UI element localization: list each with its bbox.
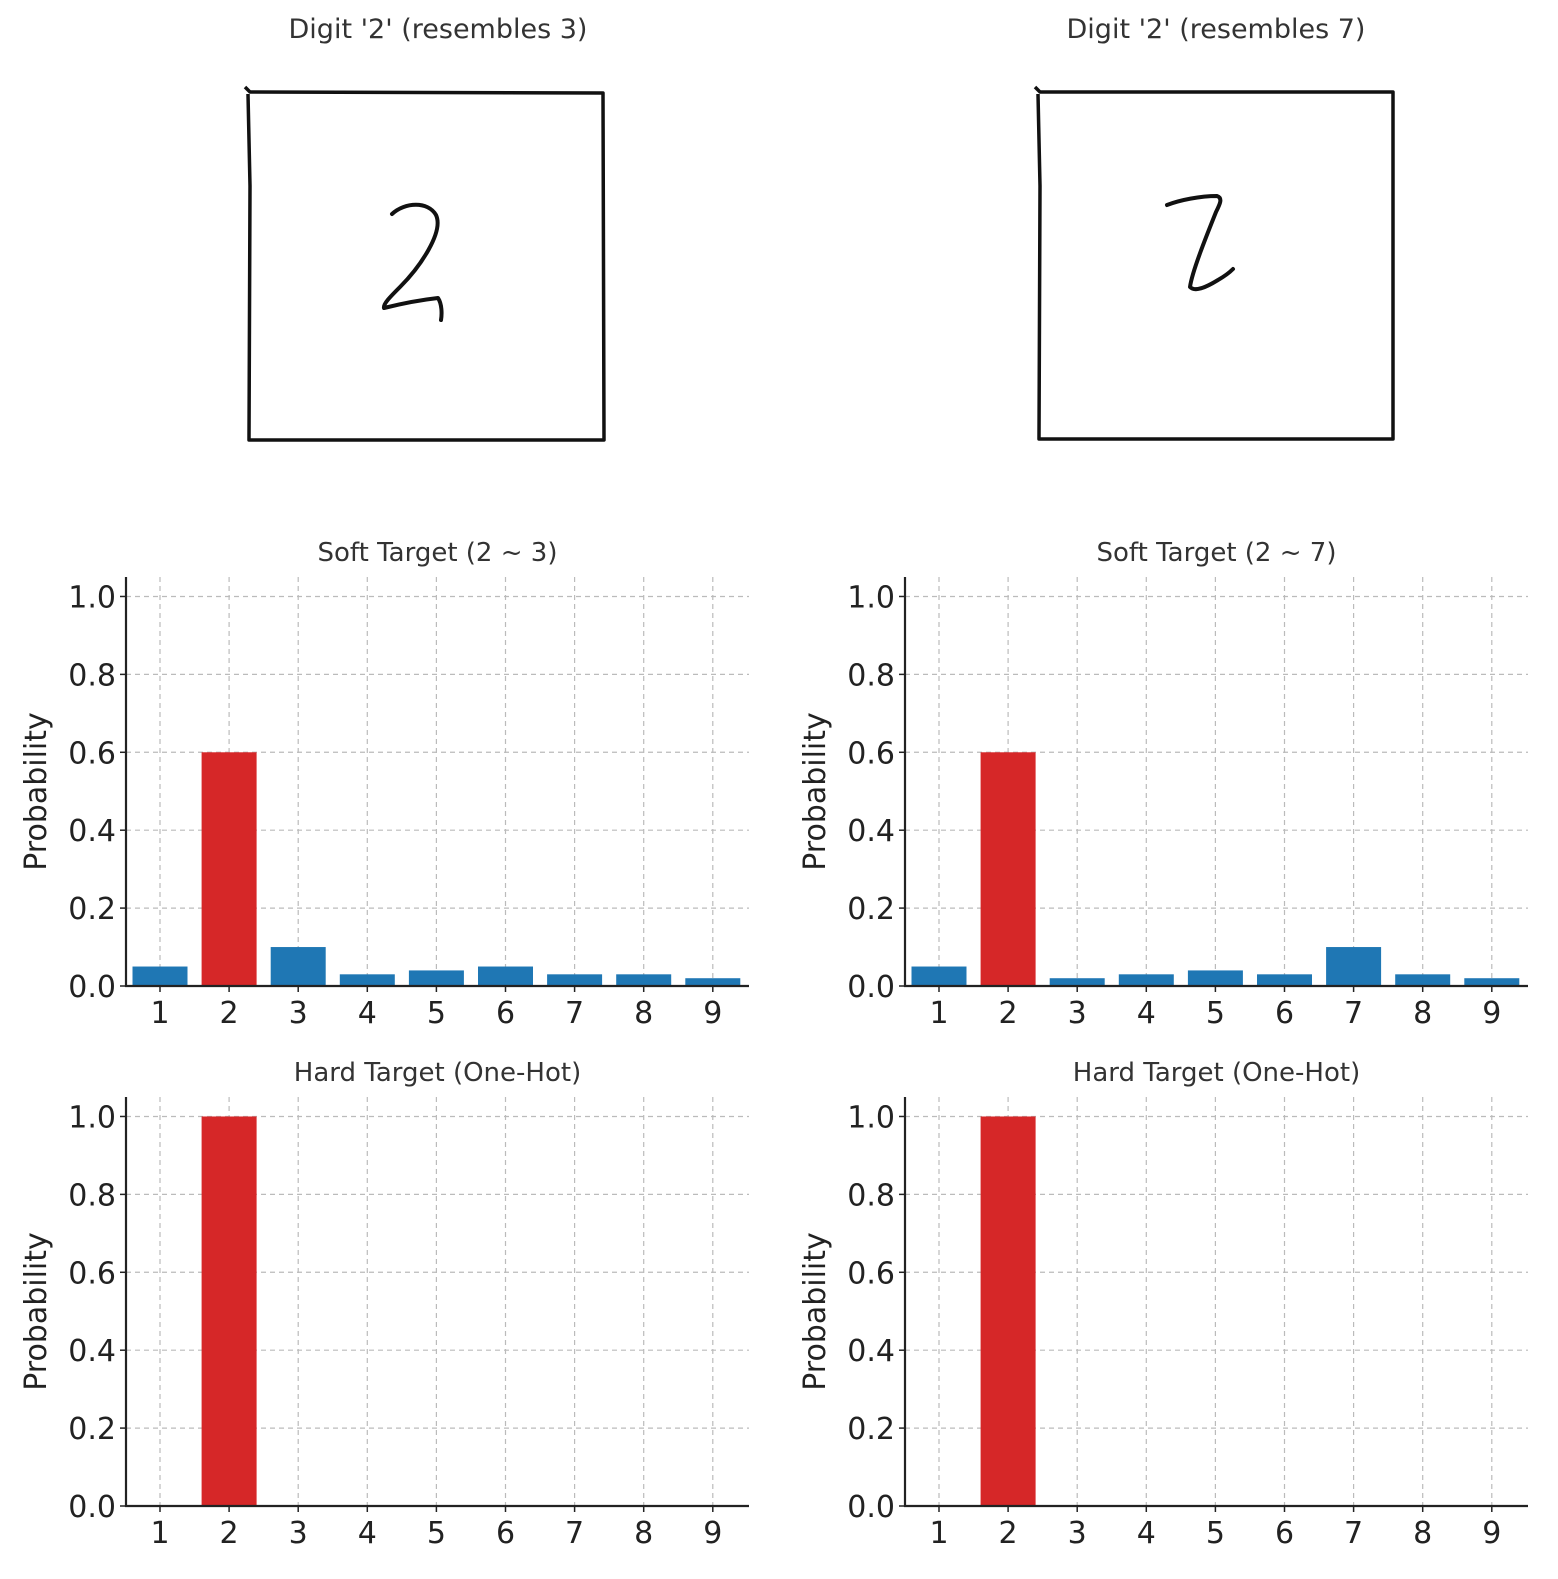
x-tick-label: 9 <box>703 1516 722 1551</box>
chart-title: Soft Target (2 ~ 3) <box>318 538 558 568</box>
bar-8 <box>616 974 672 986</box>
x-tick-label: 1 <box>929 996 948 1031</box>
bar-1 <box>911 966 967 986</box>
x-tick-label: 7 <box>565 996 584 1031</box>
y-tick-label: 0.4 <box>847 814 895 849</box>
y-tick-label: 0.4 <box>847 1334 895 1369</box>
bar-8 <box>1395 974 1451 986</box>
x-tick-label: 4 <box>358 1516 377 1551</box>
image-title-left: Digit '2' (resembles 3) <box>288 14 588 45</box>
x-tick-label: 1 <box>150 996 169 1031</box>
chart-title: Hard Target (One-Hot) <box>1073 1058 1360 1088</box>
chart-title: Hard Target (One-Hot) <box>294 1058 581 1088</box>
hard-target-chart-left: Hard Target (One-Hot) 0.0 0.2 0.4 0.6 0.8 1.0 1… <box>19 1058 749 1551</box>
bar-5 <box>408 970 464 986</box>
y-tick-label: 1.0 <box>847 580 895 615</box>
bar-2 <box>980 752 1036 986</box>
hard-target-chart-right: Hard Target (One-Hot) 0.0 0.2 0.4 0.6 0.8 1.0 1… <box>798 1058 1528 1551</box>
x-tick-label: 2 <box>999 1516 1018 1551</box>
bar-4 <box>339 974 395 986</box>
x-tick-label: 9 <box>703 996 722 1031</box>
y-axis-label: Probability <box>798 712 833 871</box>
x-tick-label: 5 <box>427 996 446 1031</box>
bar-1 <box>132 966 188 986</box>
bar-4 <box>1118 974 1174 986</box>
x-tick-label: 7 <box>1344 1516 1363 1551</box>
y-tick-label: 1.0 <box>68 1100 116 1135</box>
soft-target-chart-right: Soft Target (2 ~ 7) 0.0 0.2 0.4 0.6 0.8 1.0 1 2 3… <box>798 538 1528 1031</box>
y-tick-label: 0.0 <box>847 1490 895 1525</box>
x-tick-label: 3 <box>1068 996 1087 1031</box>
bar-3 <box>270 947 326 986</box>
y-tick-label: 0.2 <box>68 1412 116 1447</box>
x-tick-label: 8 <box>1413 1516 1432 1551</box>
x-tick-label: 4 <box>1137 996 1156 1031</box>
x-tick-label: 8 <box>1413 996 1432 1031</box>
x-tick-label: 8 <box>634 1516 653 1551</box>
x-tick-label: 2 <box>220 1516 239 1551</box>
y-tick-label: 0.8 <box>68 1178 116 1213</box>
x-tick-label: 4 <box>358 996 377 1031</box>
digit-2-handwritten-icon <box>381 202 444 322</box>
y-tick-label: 0.4 <box>68 1334 116 1369</box>
x-tick-label: 6 <box>1275 1516 1294 1551</box>
x-tick-label: 7 <box>565 1516 584 1551</box>
y-tick-label: 0.2 <box>68 892 116 927</box>
y-axis-label: Probability <box>798 1232 833 1391</box>
x-tick-label: 8 <box>634 996 653 1031</box>
bar-5 <box>1187 970 1243 986</box>
bar-2 <box>980 1116 1036 1506</box>
y-tick-label: 0.0 <box>68 970 116 1005</box>
x-tick-label: 9 <box>1482 996 1501 1031</box>
bar-7 <box>1326 947 1382 986</box>
y-tick-label: 0.8 <box>68 658 116 693</box>
x-tick-label: 5 <box>427 1516 446 1551</box>
bar-2 <box>201 752 257 986</box>
y-tick-label: 0.8 <box>847 658 895 693</box>
y-tick-label: 0.6 <box>68 1256 116 1291</box>
x-tick-label: 1 <box>150 1516 169 1551</box>
x-tick-label: 6 <box>496 996 515 1031</box>
y-tick-label: 0.2 <box>847 1412 895 1447</box>
digit-image-left <box>243 85 606 442</box>
x-tick-label: 5 <box>1206 1516 1225 1551</box>
x-tick-label: 3 <box>289 1516 308 1551</box>
x-tick-label: 2 <box>999 996 1018 1031</box>
x-tick-label: 1 <box>929 1516 948 1551</box>
image-title-right: Digit '2' (resembles 7) <box>1066 14 1366 45</box>
digit-2-handwritten-icon <box>1165 194 1235 292</box>
bar-9 <box>1464 978 1520 986</box>
soft-target-chart-left: Soft Target (2 ~ 3) 0.0 0.2 0.4 0.6 0.8 1.0 1 2 3… <box>19 538 749 1031</box>
y-tick-label: 0.6 <box>68 736 116 771</box>
y-axis-label: Probability <box>19 712 54 871</box>
bar-6 <box>478 966 533 986</box>
x-tick-label: 7 <box>1344 996 1363 1031</box>
x-tick-label: 9 <box>1482 1516 1501 1551</box>
y-tick-label: 1.0 <box>847 1100 895 1135</box>
y-tick-label: 0.2 <box>847 892 895 927</box>
bar-6 <box>1257 974 1312 986</box>
bar-3 <box>1049 978 1105 986</box>
x-tick-label: 5 <box>1206 996 1225 1031</box>
y-tick-label: 0.0 <box>847 970 895 1005</box>
digit-image-right <box>1033 85 1395 441</box>
y-tick-label: 0.6 <box>847 736 895 771</box>
x-tick-label: 2 <box>220 996 239 1031</box>
x-tick-label: 6 <box>496 1516 515 1551</box>
bar-2 <box>201 1116 257 1506</box>
x-tick-label: 4 <box>1137 1516 1156 1551</box>
x-tick-label: 3 <box>1068 1516 1087 1551</box>
y-tick-label: 0.8 <box>847 1178 895 1213</box>
y-axis-label: Probability <box>19 1232 54 1391</box>
y-tick-label: 0.4 <box>68 814 116 849</box>
chart-title: Soft Target (2 ~ 7) <box>1097 538 1337 568</box>
y-tick-label: 0.0 <box>68 1490 116 1525</box>
x-tick-label: 6 <box>1275 996 1294 1031</box>
y-tick-label: 0.6 <box>847 1256 895 1291</box>
bar-9 <box>685 978 741 986</box>
bar-7 <box>547 974 603 986</box>
y-tick-label: 1.0 <box>68 580 116 615</box>
x-tick-label: 3 <box>289 996 308 1031</box>
